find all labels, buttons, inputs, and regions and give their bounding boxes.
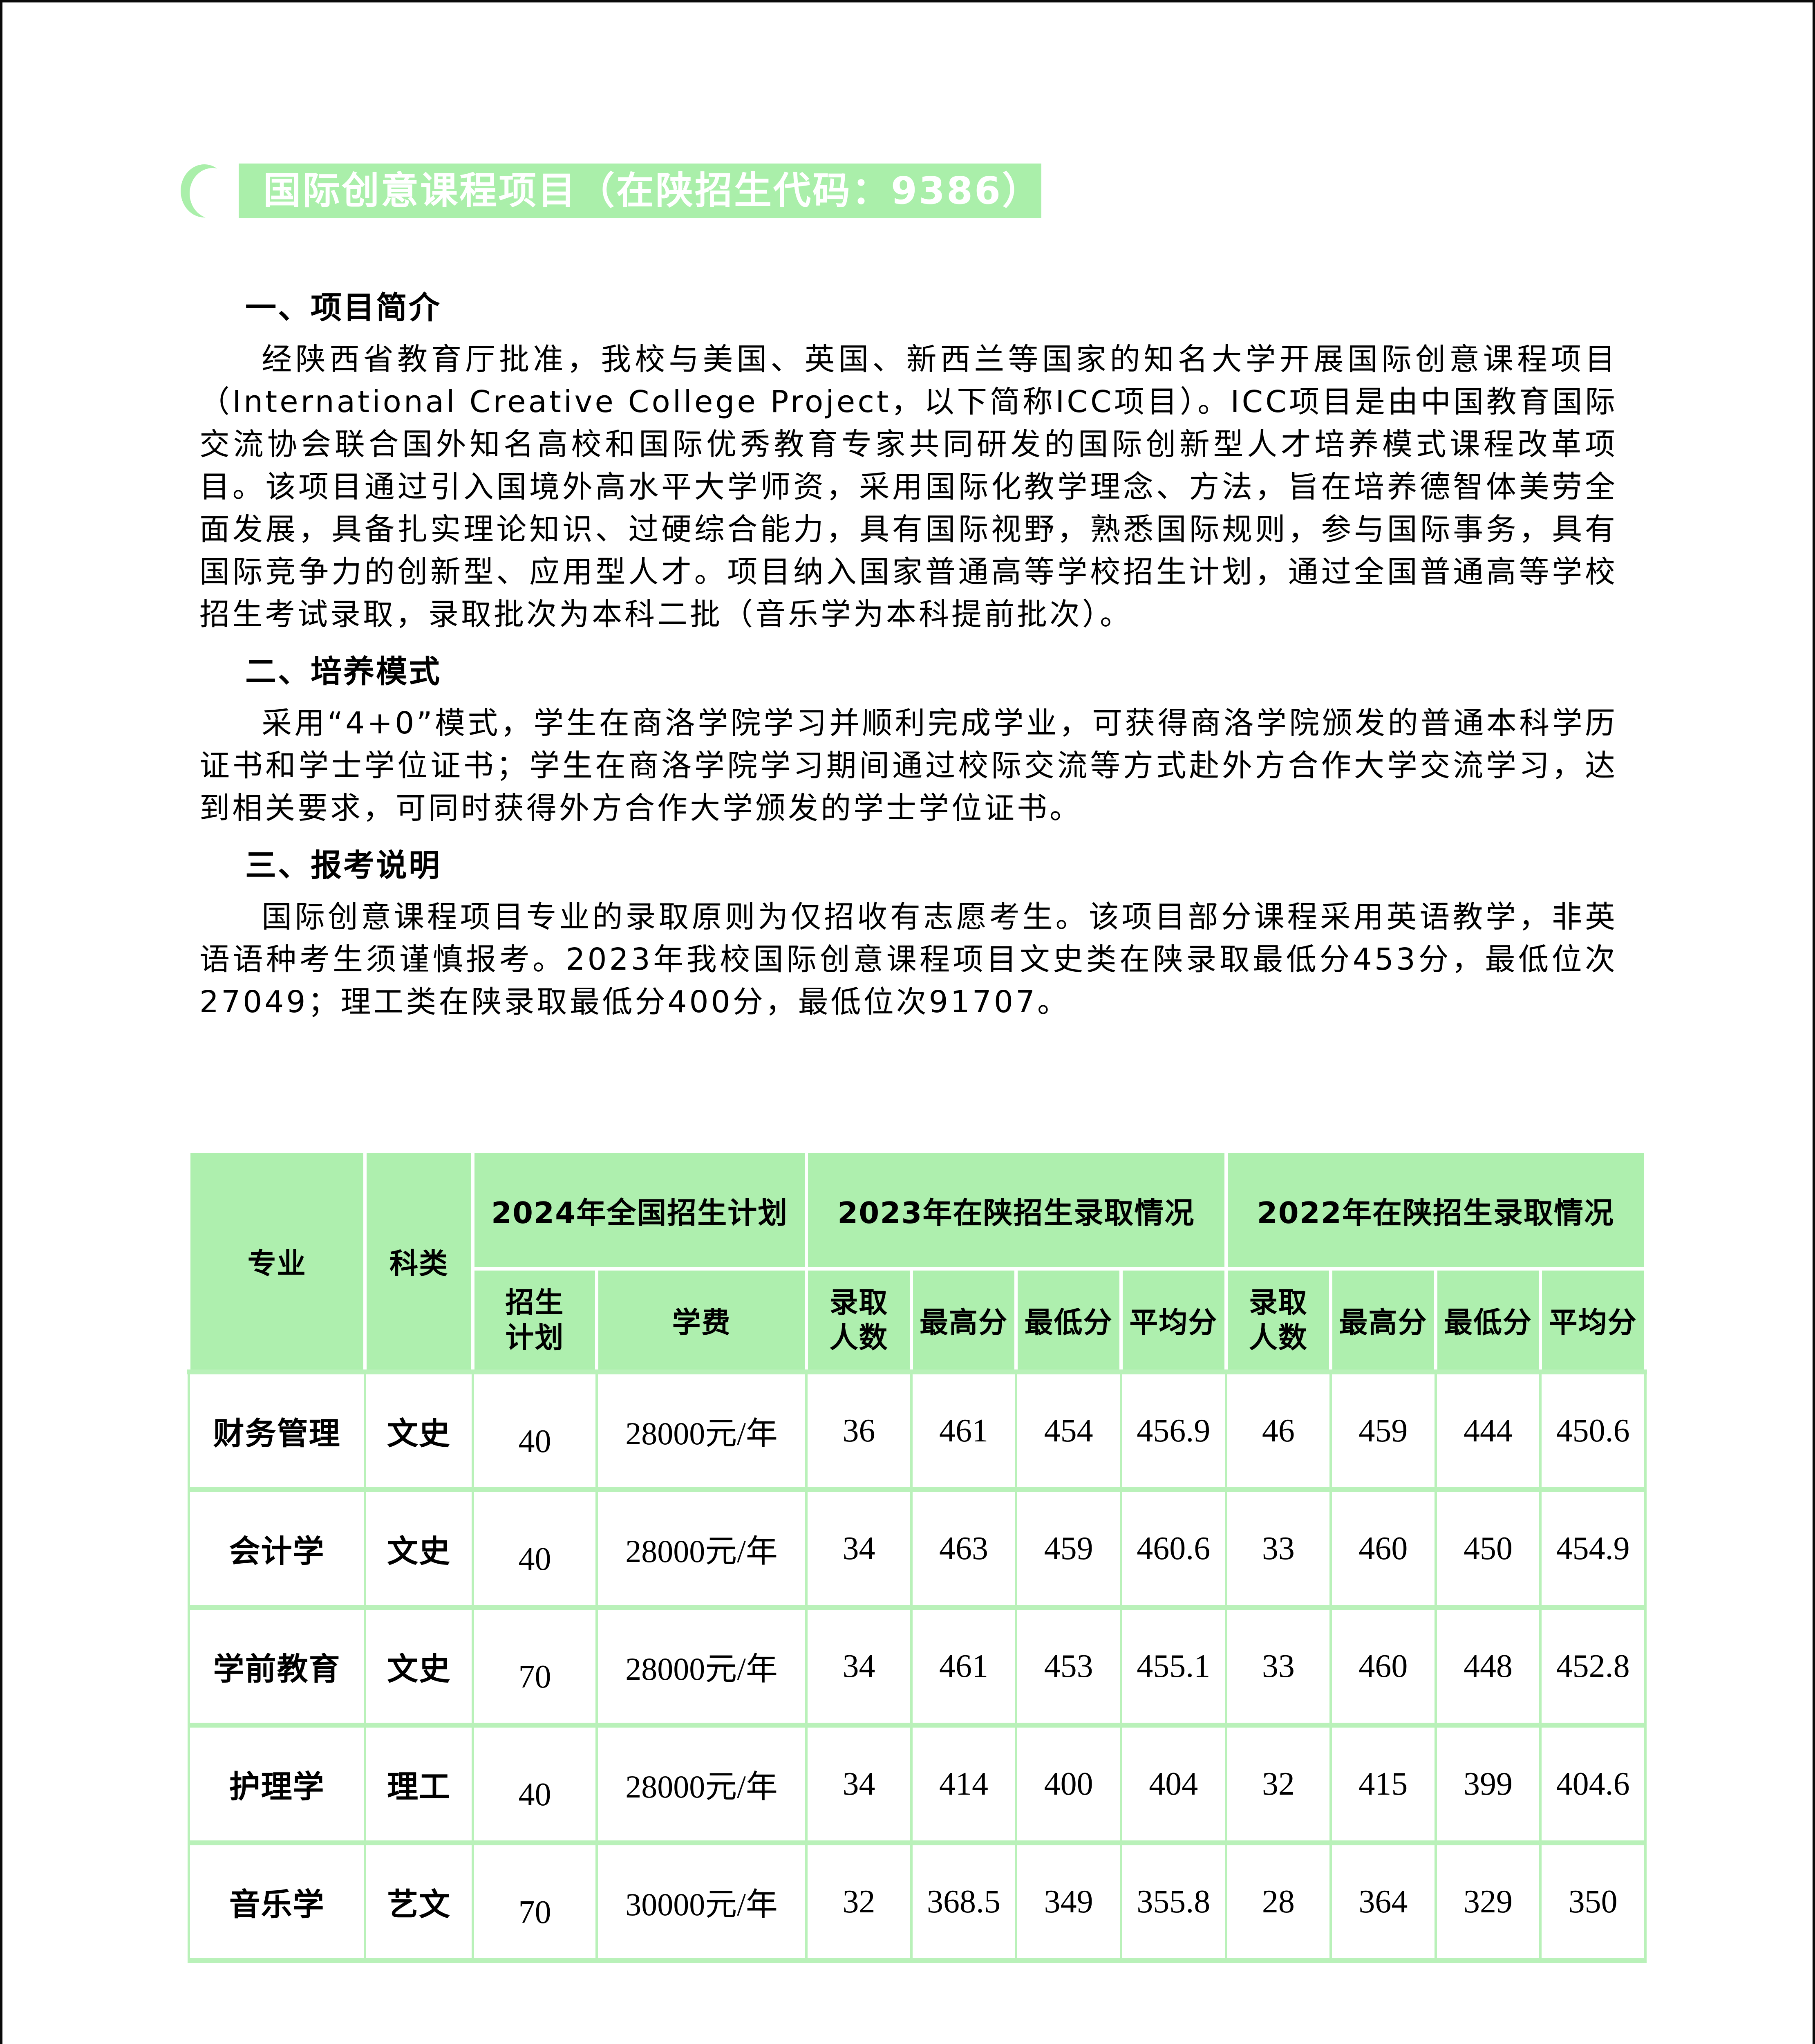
cell-major: 财务管理 xyxy=(187,1369,367,1492)
cell-2022-avg: 450.6 xyxy=(1539,1369,1647,1492)
cell-2022-count: 46 xyxy=(1224,1369,1332,1492)
cell-2022-max: 415 xyxy=(1329,1723,1437,1845)
cell-2023-avg: 404 xyxy=(1119,1723,1227,1845)
cell-category: 理工 xyxy=(364,1723,474,1845)
page-border-right xyxy=(1813,0,1815,2044)
col-header-min-2023: 最低分 xyxy=(1014,1267,1123,1374)
col-header-avg-2023: 平均分 xyxy=(1119,1267,1228,1374)
col-header-max-2022: 最高分 xyxy=(1329,1267,1437,1374)
cell-2022-min: 448 xyxy=(1434,1605,1542,1728)
cell-category: 艺文 xyxy=(364,1840,474,1963)
cell-2022-avg: 350 xyxy=(1539,1840,1647,1963)
col-header-min-2022: 最低分 xyxy=(1434,1267,1542,1374)
cell-plan: 70 xyxy=(471,1605,598,1728)
page-border-left xyxy=(0,0,2,2044)
col-group-2024-plan: 2024年全国招生计划 xyxy=(471,1150,808,1271)
cell-plan: 70 xyxy=(471,1840,598,1963)
cell-2023-min: 453 xyxy=(1015,1605,1122,1728)
cell-2023-avg: 355.8 xyxy=(1119,1840,1227,1963)
col-header-max-2023: 最高分 xyxy=(909,1267,1018,1374)
cell-2023-max: 368.5 xyxy=(910,1840,1018,1963)
cell-2022-max: 460 xyxy=(1329,1605,1437,1728)
cell-tuition: 28000元/年 xyxy=(595,1487,808,1610)
banner-crescent-icon xyxy=(181,164,233,218)
section-heading-apply: 三、报考说明 xyxy=(245,847,441,883)
cell-2023-max: 463 xyxy=(910,1487,1018,1610)
cell-2022-min: 329 xyxy=(1434,1840,1542,1963)
cell-tuition: 28000元/年 xyxy=(595,1369,808,1492)
cell-tuition: 28000元/年 xyxy=(595,1723,808,1845)
cell-category: 文史 xyxy=(364,1605,474,1728)
admissions-table: 专业 科类 2024年全国招生计划 2023年在陕招生录取情况 2022年在陕招… xyxy=(187,1150,1647,1963)
cell-2022-min: 444 xyxy=(1434,1369,1542,1492)
cell-2022-avg: 404.6 xyxy=(1539,1723,1647,1845)
table-row: 会计学 文史 40 28000元/年 34 463 459 460.6 33 4… xyxy=(187,1487,1647,1610)
section-banner: 国际创意课程项目（在陕招生代码：9386） xyxy=(180,164,1042,218)
table-row: 学前教育 文史 70 28000元/年 34 461 453 455.1 33 … xyxy=(187,1605,1647,1728)
cell-major: 学前教育 xyxy=(187,1605,367,1728)
col-header-major: 专业 xyxy=(187,1150,367,1374)
section-heading-model: 二、培养模式 xyxy=(245,653,441,690)
cell-2023-count: 34 xyxy=(805,1605,913,1728)
cell-2022-min: 450 xyxy=(1434,1487,1542,1610)
cell-2023-count: 34 xyxy=(805,1487,913,1610)
admissions-table-wrap: 专业 科类 2024年全国招生计划 2023年在陕招生录取情况 2022年在陕招… xyxy=(187,1150,1647,1963)
table-row: 护理学 理工 40 28000元/年 34 414 400 404 32 415… xyxy=(187,1723,1647,1845)
cell-plan: 40 xyxy=(471,1487,598,1610)
article-content: 一、项目简介 经陕西省教育厅批准，我校与美国、英国、新西兰等国家的知名大学开展国… xyxy=(199,288,1618,1040)
col-group-2023-admission: 2023年在陕招生录取情况 xyxy=(805,1150,1228,1271)
cell-tuition: 30000元/年 xyxy=(595,1840,808,1963)
cell-2023-avg: 455.1 xyxy=(1119,1605,1227,1728)
section-body-intro: 经陕西省教育厅批准，我校与美国、英国、新西兰等国家的知名大学开展国际创意课程项目… xyxy=(199,342,1618,632)
cell-2022-count: 33 xyxy=(1224,1605,1332,1728)
cell-2023-min: 349 xyxy=(1015,1840,1122,1963)
cell-category: 文史 xyxy=(364,1487,474,1610)
col-header-category: 科类 xyxy=(363,1150,474,1374)
cell-2023-max: 461 xyxy=(910,1605,1018,1728)
cell-2023-max: 461 xyxy=(910,1369,1018,1492)
cell-category: 文史 xyxy=(364,1369,474,1492)
banner-bar: 国际创意课程项目（在陕招生代码：9386） xyxy=(239,164,1042,218)
table-row: 财务管理 文史 40 28000元/年 36 461 454 456.9 46 … xyxy=(187,1369,1647,1492)
cell-2022-min: 399 xyxy=(1434,1723,1542,1845)
cell-2023-min: 459 xyxy=(1015,1487,1122,1610)
cell-2022-avg: 452.8 xyxy=(1539,1605,1647,1728)
cell-tuition: 28000元/年 xyxy=(595,1605,808,1728)
section-body-model: 采用“4+0”模式，学生在商洛学院学习并顺利完成学业，可获得商洛学院颁发的普通本… xyxy=(199,706,1618,826)
cell-2022-max: 460 xyxy=(1329,1487,1437,1610)
cell-2023-avg: 460.6 xyxy=(1119,1487,1227,1610)
cell-plan: 40 xyxy=(471,1723,598,1845)
col-header-tuition: 学费 xyxy=(595,1267,808,1374)
cell-2023-count: 32 xyxy=(805,1840,913,1963)
cell-2023-count: 36 xyxy=(805,1369,913,1492)
cell-2022-max: 364 xyxy=(1329,1840,1437,1963)
col-header-plan: 招生 计划 xyxy=(471,1267,598,1374)
cell-major: 音乐学 xyxy=(187,1840,367,1963)
cell-major: 护理学 xyxy=(187,1723,367,1845)
cell-2022-count: 32 xyxy=(1224,1723,1332,1845)
cell-2022-count: 33 xyxy=(1224,1487,1332,1610)
col-group-2022-admission: 2022年在陕招生录取情况 xyxy=(1224,1150,1647,1271)
cell-2022-avg: 454.9 xyxy=(1539,1487,1647,1610)
cell-2023-min: 400 xyxy=(1015,1723,1122,1845)
cell-2023-avg: 456.9 xyxy=(1119,1369,1227,1492)
table-row: 音乐学 艺文 70 30000元/年 32 368.5 349 355.8 28… xyxy=(187,1840,1647,1963)
cell-2022-count: 28 xyxy=(1224,1840,1332,1963)
col-header-avg-2022: 平均分 xyxy=(1539,1267,1647,1374)
banner-title: 国际创意课程项目（在陕招生代码：9386） xyxy=(263,169,1042,213)
page-border-top xyxy=(0,0,1815,2)
cell-2023-max: 414 xyxy=(910,1723,1018,1845)
cell-plan: 40 xyxy=(471,1369,598,1492)
section-heading-intro: 一、项目简介 xyxy=(245,289,441,326)
cell-2022-max: 459 xyxy=(1329,1369,1437,1492)
cell-2023-min: 454 xyxy=(1015,1369,1122,1492)
section-body-apply: 国际创意课程项目专业的录取原则为仅招收有志愿考生。该项目部分课程采用英语教学，非… xyxy=(199,899,1618,1020)
cell-2023-count: 34 xyxy=(805,1723,913,1845)
col-header-count-2022: 录取 人数 xyxy=(1224,1267,1333,1374)
col-header-count-2023: 录取 人数 xyxy=(805,1267,913,1374)
cell-major: 会计学 xyxy=(187,1487,367,1610)
